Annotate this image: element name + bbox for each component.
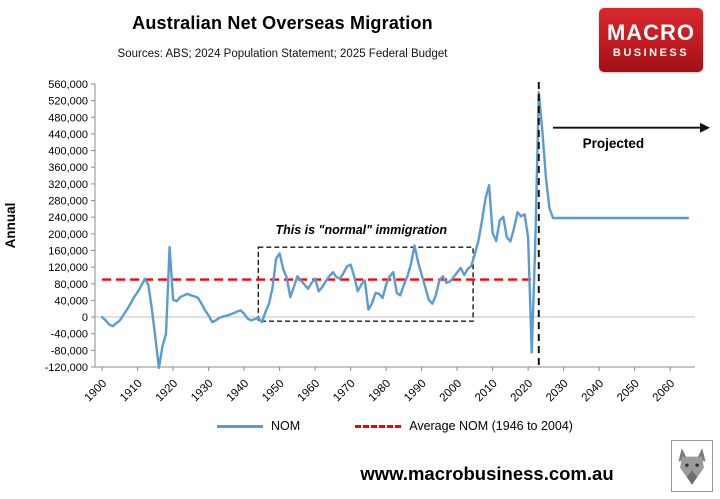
legend-label-nom: NOM <box>271 419 301 433</box>
y-tick-label: 120,000 <box>48 262 88 274</box>
y-tick-label: -40,000 <box>51 329 88 341</box>
legend-item-nom: NOM <box>217 419 300 433</box>
y-tick-label: 520,000 <box>48 96 88 108</box>
logo-macro-text: MACRO <box>606 19 696 45</box>
x-tick-label: 1940 <box>225 378 252 405</box>
x-tick-label: 2030 <box>544 378 571 405</box>
y-tick-label: 320,000 <box>48 179 88 191</box>
x-tick-label: 1900 <box>83 378 110 405</box>
logo-business-text: BUSINESS <box>612 46 690 59</box>
nom-chart: -120,000 -80,000 -40,000 0 40,000 80,000 120,0… <box>3 79 710 405</box>
y-tick-label: 560,000 <box>48 79 88 91</box>
y-tick-label: 480,000 <box>48 112 88 124</box>
y-tick-label: -120,000 <box>45 362 88 374</box>
normal-immigration-box <box>257 246 474 322</box>
x-tick-label: 1920 <box>154 378 181 405</box>
y-tick-label: 280,000 <box>48 196 88 208</box>
legend-swatch-nom <box>217 424 264 428</box>
y-axis-title: Annual <box>3 203 18 249</box>
x-tick-label: 2000 <box>438 378 465 405</box>
chart-subtitle: Sources: ABS; 2024 Population Statement;… <box>117 48 448 60</box>
site-url[interactable]: www.macrobusiness.com.au <box>360 463 614 484</box>
legend-item-average: Average NOM (1946 to 2004) <box>355 419 573 433</box>
x-tick-label: 1910 <box>118 378 145 405</box>
normal-immigration-label: This is "normal" immigration <box>275 223 447 237</box>
x-tick-label: 1960 <box>296 378 323 405</box>
y-tick-label: 360,000 <box>48 162 88 174</box>
y-tick-label: 160,000 <box>48 245 88 257</box>
x-tick-label: 2050 <box>615 378 642 405</box>
wolf-logo <box>671 440 713 492</box>
y-tick-label: 40,000 <box>54 295 88 307</box>
y-tick-label: 240,000 <box>48 212 88 224</box>
y-tick-label: 80,000 <box>54 279 88 291</box>
x-tick-label: 2040 <box>580 378 607 405</box>
x-tick-label: 2010 <box>473 378 500 405</box>
y-tick-label: 440,000 <box>48 129 88 141</box>
x-tick-label: 2020 <box>509 378 536 405</box>
x-tick-label: 1950 <box>260 378 287 405</box>
x-tick-label: 1930 <box>189 378 216 405</box>
y-tick-label: 200,000 <box>48 229 88 241</box>
y-tick-label: -80,000 <box>51 345 88 357</box>
y-tick-label: 400,000 <box>48 146 88 158</box>
nom-line <box>100 91 690 369</box>
x-tick-label: 1980 <box>367 378 394 405</box>
x-tick-label: 2060 <box>651 378 678 405</box>
projected-arrowhead <box>700 122 710 133</box>
chart-legend: NOM Average NOM (1946 to 2004) <box>95 419 695 433</box>
x-tick-label: 1990 <box>402 378 429 405</box>
x-tick-label: 1970 <box>331 378 358 405</box>
chart-title: Australian Net Overseas Migration <box>132 13 433 33</box>
macrobusiness-logo: MACRO BUSINESS <box>599 8 703 72</box>
legend-swatch-average <box>355 424 402 428</box>
y-tick-label: 0 <box>82 312 88 324</box>
legend-label-average: Average NOM (1946 to 2004) <box>409 419 573 433</box>
projected-label: Projected <box>583 136 645 151</box>
wolf-icon <box>678 448 706 485</box>
